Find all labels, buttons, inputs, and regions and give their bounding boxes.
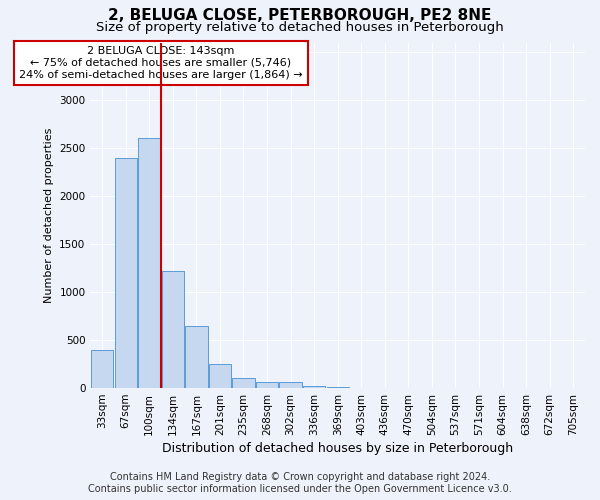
Bar (303, 386, 325, 388)
Bar (115, 158, 137, 388)
Bar (161, 271, 184, 388)
Bar (138, 138, 160, 388)
Bar (185, 326, 208, 388)
Bar (256, 382, 278, 388)
Y-axis label: Number of detached properties: Number of detached properties (44, 128, 54, 303)
X-axis label: Distribution of detached houses by size in Peterborough: Distribution of detached houses by size … (162, 442, 513, 455)
Text: 2, BELUGA CLOSE, PETERBOROUGH, PE2 8NE: 2, BELUGA CLOSE, PETERBOROUGH, PE2 8NE (109, 8, 491, 22)
Bar (232, 378, 254, 388)
Text: 2 BELUGA CLOSE: 143sqm
← 75% of detached houses are smaller (5,746)
24% of semi-: 2 BELUGA CLOSE: 143sqm ← 75% of detached… (19, 46, 303, 80)
Bar (209, 364, 231, 388)
Bar (326, 386, 349, 388)
Bar (280, 382, 302, 388)
Text: Size of property relative to detached houses in Peterborough: Size of property relative to detached ho… (96, 21, 504, 34)
Text: Contains HM Land Registry data © Crown copyright and database right 2024.
Contai: Contains HM Land Registry data © Crown c… (88, 472, 512, 494)
Bar (91, 350, 113, 388)
